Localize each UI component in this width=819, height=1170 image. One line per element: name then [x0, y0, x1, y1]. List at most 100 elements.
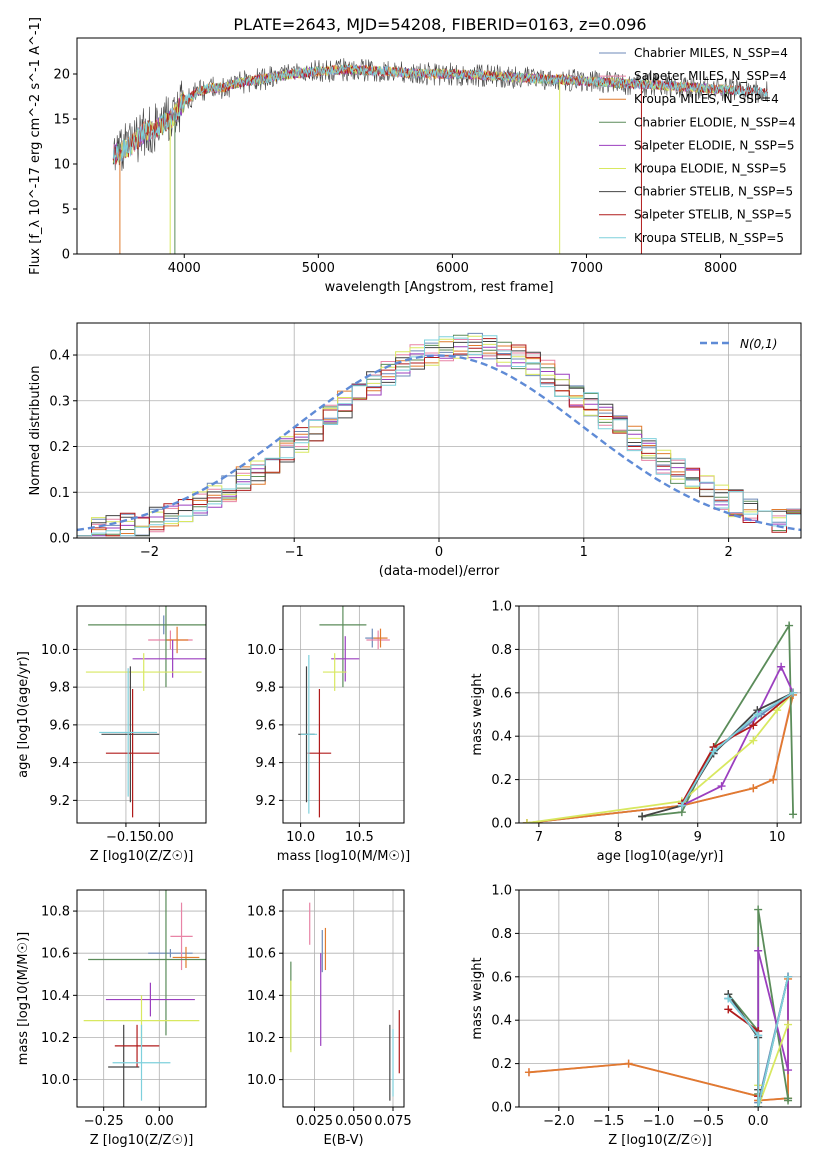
- y-tick-label: 0.2: [491, 1057, 512, 1072]
- errorbar-point: [99, 668, 158, 797]
- y-tick-label: 9.2: [255, 794, 276, 809]
- x-tick-label: 0.00: [145, 830, 174, 845]
- x-tick-label: −1.5: [593, 1114, 625, 1129]
- y-tick-label: 0.4: [49, 349, 70, 364]
- residual-legend: N(0,1): [700, 337, 777, 351]
- x-axis-label: mass [log10(M/M☉)]: [277, 849, 410, 864]
- x-tick-label: 5000: [302, 261, 335, 276]
- errorbar-point: [105, 689, 160, 818]
- weight-marker: [717, 782, 726, 791]
- y-tick-label: 15: [53, 113, 70, 128]
- weight-marker: [789, 688, 798, 697]
- x-axis-label: Z [log10(Z/Z☉)]: [608, 1133, 712, 1148]
- panel-residuals: −2 −1 0 1 2 0.0 0.1 0.2 0.3 0.4 (data-model)/error…: [28, 322, 802, 579]
- y-tick-label: 9.6: [49, 718, 70, 733]
- residual-histogram-8: [77, 335, 801, 537]
- x-tick-label: 0.00: [145, 1114, 174, 1129]
- weight-marker: [524, 1068, 533, 1077]
- weight-series-7: [727, 1008, 760, 1097]
- errorbar-point: [307, 689, 332, 818]
- errorbar-point: [114, 1024, 160, 1067]
- x-tick-label: 9: [694, 830, 702, 845]
- y-tick-label: 9.8: [255, 681, 276, 696]
- y-tick-label: 1.0: [491, 600, 512, 615]
- x-tick-label: 4000: [168, 261, 201, 276]
- y-axis-label: mass weight: [470, 957, 485, 1039]
- weight-marker: [785, 621, 794, 630]
- panel-spectrum: 4000 5000 6000 7000 8000 0 5 10 15 20 wavelength […: [28, 17, 802, 295]
- weight-marker: [784, 972, 793, 981]
- errorbar-point: [101, 666, 160, 803]
- y-tick-label: 10.2: [41, 1031, 70, 1046]
- residual-histogram-6: [77, 341, 801, 537]
- legend-entry: Salpeter MILES, N_SSP=4: [634, 69, 787, 83]
- y-axis-label: Flux [f_λ 10^-17 erg cm^-2 s^-1 A^-1]: [28, 17, 43, 275]
- legend-entry: Kroupa ELODIE, N_SSP=5: [634, 162, 787, 176]
- plot-area: [83, 890, 206, 1107]
- weight-marker: [784, 1096, 793, 1105]
- legend-entry: Kroupa STELIB, N_SSP=5: [634, 231, 784, 245]
- weight-marker: [754, 946, 763, 955]
- axes-frame: [76, 322, 802, 539]
- errorbar-point: [88, 890, 206, 1036]
- legend-entry: N(0,1): [740, 337, 777, 351]
- axes-frame: [76, 889, 207, 1108]
- errorbar-point: [322, 653, 347, 691]
- y-tick-label: 9.8: [49, 681, 70, 696]
- x-axis-label: age [log10(age/yr)]: [597, 849, 724, 864]
- legend-entry: Kroupa MILES, N_SSP=4: [634, 92, 779, 106]
- weight-series-4: [757, 950, 789, 1071]
- weight-marker: [754, 905, 763, 914]
- weight-marker: [709, 747, 718, 756]
- y-tick-label: 9.6: [255, 718, 276, 733]
- y-axis-label: mass weight: [470, 673, 485, 755]
- axes-frame: [76, 605, 207, 824]
- legend-entry: Chabrier STELIB, N_SSP=5: [634, 185, 793, 199]
- plot-area: [524, 905, 793, 1107]
- y-tick-label: 0.2: [491, 773, 512, 788]
- y-tick-label: 20: [53, 68, 70, 83]
- legend-entry: Salpeter STELIB, N_SSP=5: [634, 208, 792, 222]
- errorbar-point: [165, 626, 189, 654]
- axes-frame: [76, 37, 802, 255]
- x-tick-label: 1: [580, 545, 588, 560]
- y-tick-label: 10.0: [247, 1073, 276, 1088]
- panel-age_vs_mass: 10.0 10.5 9.2 9.4 9.6 9.8 10.0 mass [log10(M/M☉…: [247, 605, 410, 864]
- weight-marker: [724, 994, 733, 1003]
- errorbar-point: [85, 653, 202, 691]
- weight-marker: [677, 801, 686, 810]
- x-tick-label: 10: [769, 830, 786, 845]
- legend-entry: Salpeter ELODIE, N_SSP=5: [634, 138, 795, 152]
- y-tick-label: 0.3: [49, 394, 70, 409]
- weight-marker: [754, 1031, 763, 1040]
- weight-marker: [638, 812, 647, 821]
- y-tick-label: 10.0: [247, 643, 276, 658]
- x-tick-label: −0.15: [106, 830, 146, 845]
- y-tick-label: 10.6: [247, 947, 276, 962]
- x-tick-label: 0.025: [296, 1114, 333, 1129]
- weight-marker: [724, 1005, 733, 1014]
- x-tick-label: 8000: [704, 261, 737, 276]
- weight-marker: [753, 710, 762, 719]
- x-axis-label: wavelength [Angstrom, rest frame]: [325, 280, 554, 295]
- y-tick-label: 5: [62, 203, 70, 218]
- weight-series-8: [681, 692, 794, 807]
- spectrum-legend: Chabrier MILES, N_SSP=4 Salpeter MILES, N…: [599, 46, 796, 245]
- x-tick-label: 7000: [570, 261, 603, 276]
- residual-histogram-5: [77, 335, 801, 537]
- x-tick-label: −0.25: [84, 1114, 124, 1129]
- y-tick-label: 10.0: [41, 643, 70, 658]
- weight-marker: [522, 819, 531, 823]
- y-tick-label: 10.8: [41, 905, 70, 920]
- errorbar-point: [319, 606, 367, 688]
- y-axis-label: Normed distribution: [28, 366, 43, 496]
- figure-title: PLATE=2643, MJD=54208, FIBERID=0163, z=0…: [233, 15, 646, 34]
- y-tick-label: 10.8: [247, 905, 276, 920]
- y-tick-label: 0.6: [491, 686, 512, 701]
- x-tick-label: 8: [614, 830, 622, 845]
- plot-area: [290, 902, 400, 1101]
- plot-area: [85, 606, 206, 818]
- y-tick-label: 0.2: [49, 440, 70, 455]
- plot-area: [522, 621, 798, 823]
- x-tick-label: 6000: [436, 261, 469, 276]
